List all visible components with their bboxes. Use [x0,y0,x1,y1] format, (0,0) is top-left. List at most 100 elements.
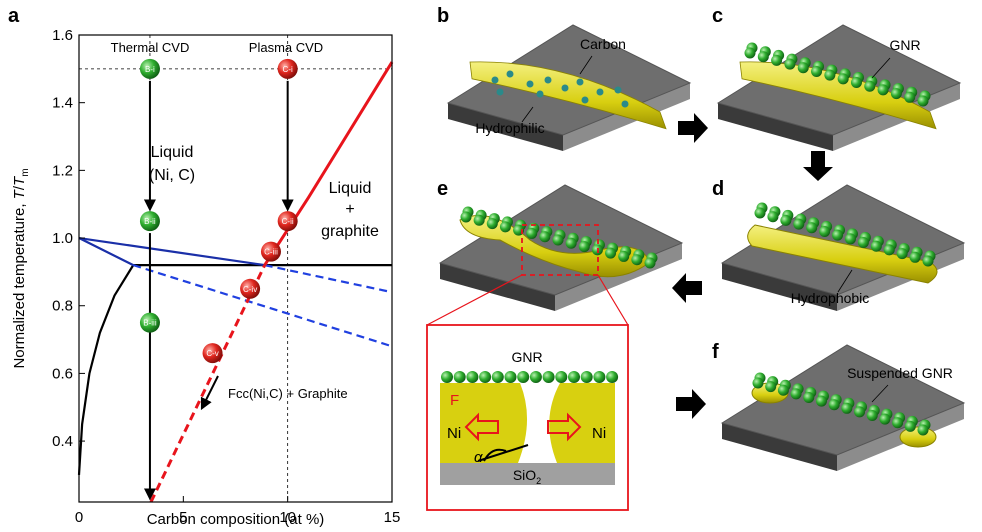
carbon-atom [461,212,472,223]
y-axis-title: Normalized temperature, T/Tm [11,168,31,368]
carbon-atom [767,211,778,222]
carbon-atom [791,388,802,399]
annotation: Plasma CVD [249,40,323,55]
annotation: F [450,392,459,409]
plot-frame [79,35,392,502]
annotation: Liquid [151,144,194,161]
carbon-atom [505,371,517,383]
annotation: Liquid [329,180,372,197]
point-label: B-ii [144,217,156,226]
annotation: GNR [511,349,542,365]
carbon-dot [492,77,499,84]
panel-label: a [8,5,20,27]
panel-label: f [712,341,719,363]
carbon-atom [645,258,656,269]
carbon-atom [526,228,537,239]
carbon-atom [854,406,865,417]
x-tick-label: 0 [75,509,83,526]
carbon-atom [884,244,895,255]
annotation: Thermal CVD [111,40,190,55]
carbon-atom [487,218,498,229]
carbon-atom [606,371,618,383]
carbon-dot [527,81,534,88]
step-arrow [803,151,833,181]
carbon-atom [879,414,890,425]
annotation: Suspended GNR [847,365,953,381]
carbon-atom [555,371,567,383]
annotation: GNR [889,37,920,53]
y-tick-label: 1.6 [52,27,73,44]
carbon-atom [500,221,511,232]
carbon-atom [530,371,542,383]
carbon-atom [819,226,830,237]
carbon-atom [784,59,795,70]
carbon-atom [780,215,791,226]
point-label: B-iii [143,319,157,328]
panel-label: b [437,5,449,27]
carbon-dot [562,85,569,92]
carbon-atom [841,403,852,414]
annotation: Fcc(Ni,C) + Graphite [228,386,348,401]
carbon-atom [851,77,862,88]
carbon-atom [897,248,908,259]
point-label: C-v [206,349,218,358]
carbon-atom [454,371,466,383]
text-part: m [20,168,31,176]
point-label: C-iv [243,285,257,294]
panel-label: e [437,178,448,200]
carbon-atom [891,88,902,99]
y-tick-label: 0.6 [52,365,73,382]
carbon-atom [566,238,577,249]
annotation: α [474,449,483,466]
carbon-dot [545,77,552,84]
y-tick-label: 0.8 [52,298,73,315]
carbon-dot [537,91,544,98]
step-arrow [678,113,708,143]
carbon-atom [793,219,804,230]
carbon-atom [492,371,504,383]
carbon-dot [615,87,622,94]
carbon-atom [918,425,929,436]
carbon-atom [745,48,756,59]
carbon-atom [824,70,835,81]
point-label: C-i [283,65,293,74]
x-tick-label: 15 [384,509,401,526]
carbon-atom [758,51,769,62]
carbon-atom [858,237,869,248]
ni-droplet [549,383,615,463]
phase-line [79,265,133,475]
step-arrow [676,389,706,419]
carbon-atom [910,252,921,263]
y-tick-label: 0.4 [52,433,73,450]
carbon-atom [811,66,822,77]
carbon-atom [892,417,903,428]
point-label: C-iii [264,248,278,257]
carbon-atom [923,256,934,267]
phase-line [133,265,392,346]
carbon-atom [605,248,616,259]
carbon-atom [838,73,849,84]
carbon-atom [905,421,916,432]
carbon-atom [568,371,580,383]
y-tick-label: 1.0 [52,230,73,247]
carbon-atom [631,254,642,265]
carbon-atom [618,251,629,262]
carbon-atom [517,371,529,383]
carbon-atom [918,96,929,107]
panel-label: c [712,5,723,27]
carbon-dot [622,101,629,108]
carbon-atom [753,378,764,389]
text-part: Normalized temperature, [11,199,28,368]
carbon-dot [497,89,504,96]
carbon-atom [441,371,453,383]
carbon-atom [904,92,915,103]
point-label: B-i [145,65,155,74]
phase-line [265,265,392,292]
carbon-atom [479,371,491,383]
carbon-atom [816,396,827,407]
annotation: graphite [321,223,379,240]
carbon-atom [579,241,590,252]
carbon-atom [829,399,840,410]
annotation: Ni [447,425,461,442]
panel-label: d [712,178,724,200]
